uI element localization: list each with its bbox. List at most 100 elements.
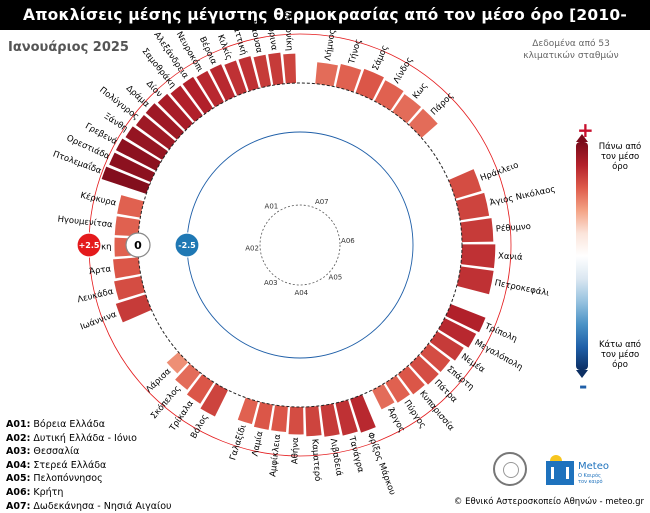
station-label: Φρίξος Μάρκου xyxy=(365,431,397,496)
station-label: Χανιά xyxy=(498,251,524,262)
colorbar-bottom-label-line: τον μέσο xyxy=(600,350,640,360)
bar-a05 xyxy=(420,343,451,373)
legend-item: A01: Βόρεια Ελλάδα xyxy=(6,419,105,430)
station-label: Θεσσαλονίκη xyxy=(281,0,294,51)
bar-a06 xyxy=(460,244,496,269)
legend-item: A03: Θεσσαλία xyxy=(6,446,80,458)
station-label: Κιλκίς xyxy=(215,33,234,61)
bar-a03 xyxy=(166,352,189,374)
region-code-label: A04 xyxy=(294,289,308,297)
scale-marker-label: +2.5 xyxy=(79,241,100,250)
bar-a06 xyxy=(455,192,490,221)
bar-a03 xyxy=(175,363,201,390)
inner-ring xyxy=(259,204,341,286)
colorbar-minus-sign: - xyxy=(579,374,588,398)
region-code-label: A02 xyxy=(245,244,259,252)
station-label: Τήνος xyxy=(347,38,364,66)
zero-ring xyxy=(137,82,463,408)
title-bar: Αποκλίσεις μέσης μέγιστης θερμοκρασίας α… xyxy=(0,0,650,54)
station-label: Λιβαδειά xyxy=(328,438,344,478)
bar-a04 xyxy=(335,399,358,436)
bar-a04 xyxy=(271,405,288,432)
bar-a05 xyxy=(397,365,425,395)
bar-a02 xyxy=(113,257,141,279)
scale-marker: 0 xyxy=(125,232,151,258)
bar-a01 xyxy=(238,56,259,92)
colorbar-plus-sign: + xyxy=(577,118,594,142)
legend-item: A07: Δωδεκάνησα - Νησιά Αιγαίου xyxy=(6,500,172,512)
bar-a06 xyxy=(448,169,482,199)
region-code-label: A06 xyxy=(341,237,355,245)
scale-markers-layer: +2.5 0 -2.5 xyxy=(76,232,200,258)
bar-a02 xyxy=(114,276,146,301)
scale-marker-label: -2.5 xyxy=(178,241,196,250)
meteo-logo: Meteo Ο Καιρός τον καιρό xyxy=(546,455,646,487)
bar-a01 xyxy=(182,76,214,115)
station-label: Ηράκλειο xyxy=(479,160,520,183)
station-label: Άγιος Νικόλαος xyxy=(489,183,557,208)
bar-a01 xyxy=(145,103,184,140)
bar-a04 xyxy=(237,397,258,425)
bar-a01 xyxy=(101,166,150,194)
bar-a01 xyxy=(253,54,272,88)
bar-a07 xyxy=(392,94,422,124)
bar-a05 xyxy=(385,375,410,403)
meteo-m-icon xyxy=(546,461,574,485)
colorbar xyxy=(576,142,588,370)
meteo-logo-sub-line: τον καιρό xyxy=(578,479,603,485)
source-note-line-1: Δεδομένα από 53 xyxy=(532,39,610,49)
station-label: Λήμνος xyxy=(323,29,338,62)
bar-a04 xyxy=(253,402,273,430)
meteo-logo-sub: Ο Καιρός τον καιρό xyxy=(578,473,603,485)
bar-a05 xyxy=(409,355,439,385)
region-legend: A01: Βόρεια Ελλάδα A02: Δυτική Ελλάδα - … xyxy=(6,418,172,513)
bar-a01 xyxy=(170,85,203,122)
bar-a02 xyxy=(117,195,144,218)
station-label: Καματερό xyxy=(309,438,323,481)
scale-marker-label: 0 xyxy=(134,239,142,252)
meteo-logo-sub-line: Ο Καιρός xyxy=(578,473,601,479)
bars-layer xyxy=(101,52,496,437)
meteo-logo-word: Meteo xyxy=(578,461,609,472)
bar-a06 xyxy=(456,266,494,295)
region-code-label: A03 xyxy=(264,279,278,287)
scale-marker: +2.5 xyxy=(76,232,102,258)
bar-a01 xyxy=(224,60,247,96)
station-label: Ιωάννινα xyxy=(79,309,118,332)
bar-a01 xyxy=(115,138,162,171)
bar-a01 xyxy=(157,93,193,131)
source-note: Δεδομένα από 53 κλιματικών σταθμών xyxy=(506,38,636,62)
station-label: Τανάγρα xyxy=(346,434,366,474)
colorbar-top-label-line: τον μέσο xyxy=(600,152,640,162)
legend-item: A06: Κρήτη xyxy=(6,486,64,498)
station-label: Πετροκεφάλι xyxy=(494,278,550,299)
bar-a01 xyxy=(268,52,284,86)
colorbar-bottom-label: Κάτω από τον μέσο όρο xyxy=(590,340,650,370)
month-label: Ιανουάριος 2025 xyxy=(8,40,129,55)
bar-a05 xyxy=(372,383,395,410)
bar-a07 xyxy=(374,80,404,111)
legend-item: A02: Δυτική Ελλάδα - Ιόνιο xyxy=(6,432,137,444)
bar-a05 xyxy=(429,331,464,361)
station-label: Νάουσα xyxy=(247,20,264,55)
colorbar-top-arrow xyxy=(576,134,588,142)
min-ring xyxy=(186,131,414,359)
region-code-label: A05 xyxy=(329,273,343,281)
colorbar-top-label-line: όρο xyxy=(612,162,628,172)
colorbar-top-label-line: Πάνω από xyxy=(598,142,642,152)
bar-a01 xyxy=(109,152,155,183)
bar-a02 xyxy=(114,216,140,237)
station-label: Λίνδος xyxy=(392,55,415,85)
bar-a04 xyxy=(305,405,322,437)
station-label: Νεμέα xyxy=(459,351,487,375)
station-label: Κως xyxy=(411,81,430,101)
bar-a01 xyxy=(125,126,168,160)
legend-item: A04: Στερεά Ελλάδα xyxy=(6,459,107,471)
bar-a07 xyxy=(335,64,362,93)
region-codes-layer: A07 A06 A05 A04 A03 A02 A01 xyxy=(245,198,355,297)
bar-a07 xyxy=(355,68,384,101)
bar-a01 xyxy=(209,64,236,101)
station-label: Ηγουμενίτσα xyxy=(57,215,113,231)
station-label: Ρέθυμνο xyxy=(495,221,531,235)
